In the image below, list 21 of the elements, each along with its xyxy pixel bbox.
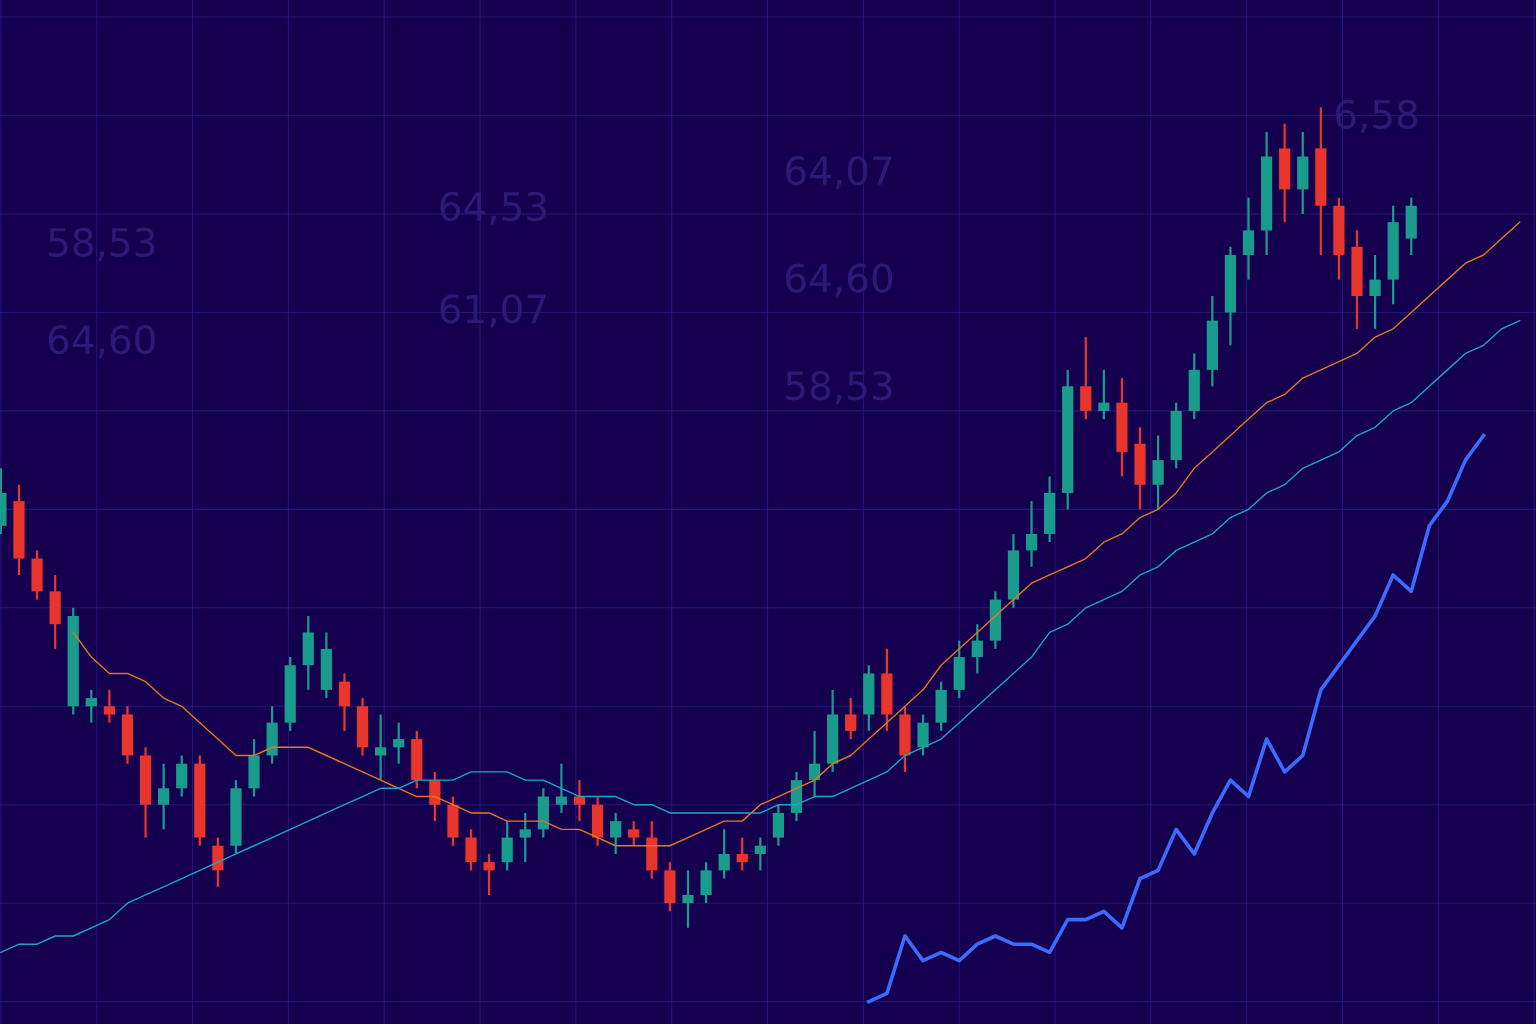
candlestick — [718, 828, 730, 880]
candlestick — [845, 696, 857, 741]
candlestick — [1025, 500, 1038, 568]
candlestick — [375, 713, 387, 782]
candlestick — [808, 729, 821, 798]
candlestick — [1098, 368, 1110, 421]
candlestick — [1369, 253, 1381, 330]
candlestick — [682, 869, 694, 929]
candlestick — [85, 688, 97, 724]
candlestick — [393, 721, 405, 765]
candlestick — [971, 623, 983, 675]
candlestick — [610, 811, 622, 856]
candlestick — [158, 762, 170, 831]
candlestick — [754, 836, 766, 872]
candlestick — [519, 811, 531, 864]
candlestick — [736, 836, 748, 872]
candlestick — [555, 762, 568, 815]
candlestick — [628, 820, 640, 847]
candlestick — [103, 688, 115, 724]
candlestick — [573, 779, 586, 823]
candlestick — [483, 852, 495, 897]
